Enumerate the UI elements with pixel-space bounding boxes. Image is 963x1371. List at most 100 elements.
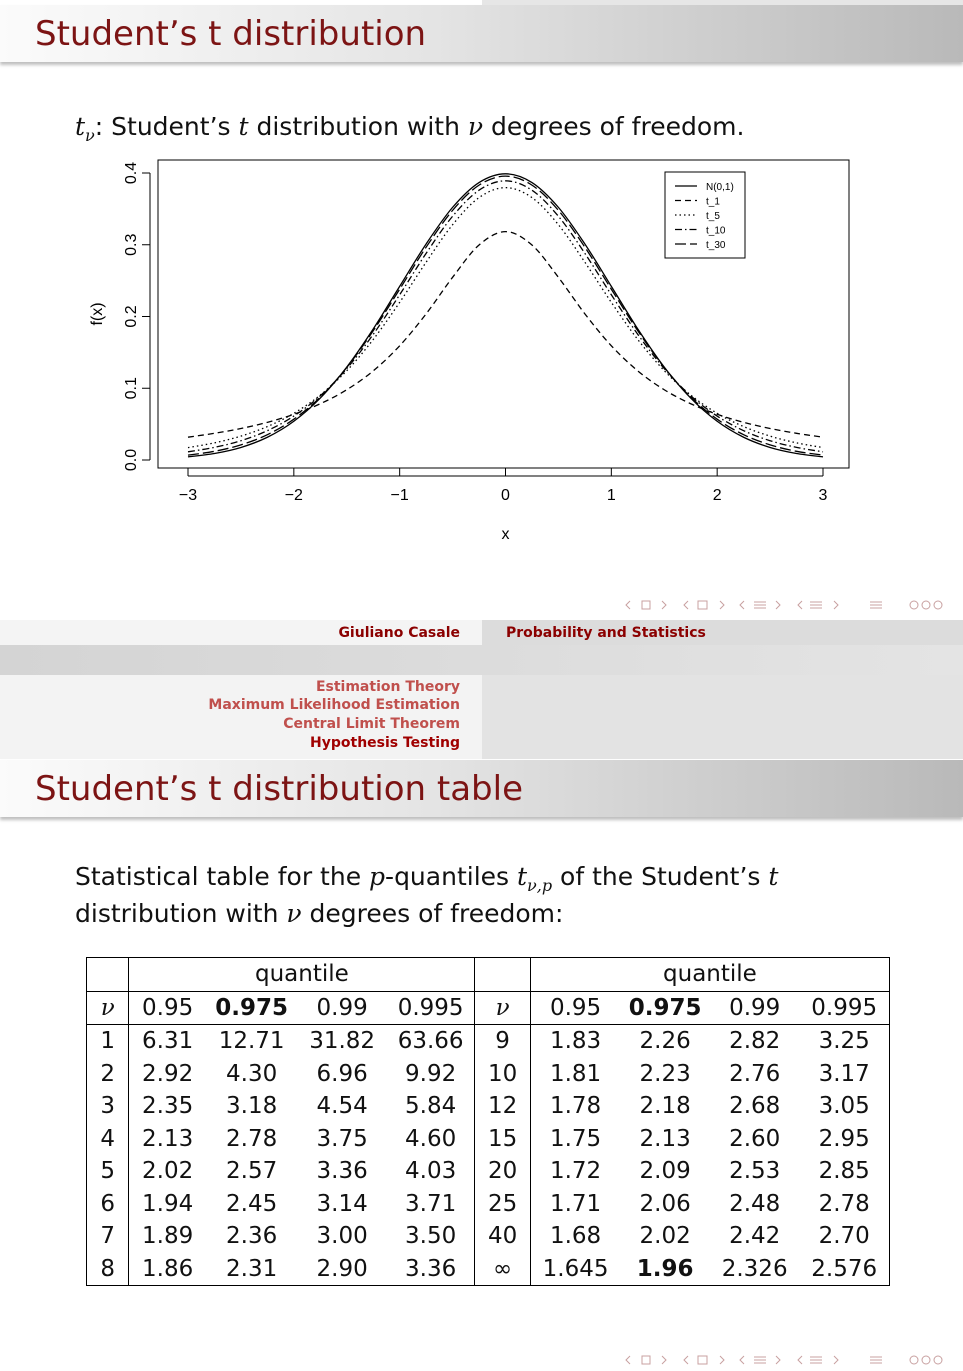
text: ν [286, 899, 302, 928]
cell: 1.81 [549, 1060, 602, 1087]
intro: tν: Student’s t distribution with ν degr… [75, 112, 744, 145]
section-nav [0, 675, 482, 759]
text: t [517, 862, 528, 891]
cell: 1.78 [549, 1093, 602, 1120]
row: 8 1.86 2.31 2.90 3.36 ∞ 1.645 1.96 2.326 2.576 [86, 1252, 890, 1286]
row: 3 2.35 3.18 4.54 5.84 12 1.78 2.18 2.68 3.05 [86, 1090, 890, 1123]
cell: 2.31 [226, 1255, 278, 1282]
curve [187, 230, 824, 438]
row: 5 2.02 2.57 3.36 4.03 20 1.72 2.09 2.53 2.85 [86, 1155, 890, 1188]
cell: 1.68 [549, 1223, 602, 1250]
y-tick-label: 0.4 [123, 162, 140, 184]
header-cell: 0.975 [628, 994, 702, 1021]
text: ν [85, 126, 95, 145]
cell: 8 [86, 1252, 130, 1286]
text: : Student’s [94, 112, 239, 141]
cell: 1.72 [549, 1158, 602, 1185]
cell: 2.45 [226, 1190, 278, 1217]
cell: 2.26 [639, 1028, 691, 1055]
cell: 12.71 [218, 1028, 285, 1055]
cell: 3.36 [316, 1158, 368, 1185]
cell: ∞ [474, 1252, 531, 1286]
cell: 2.36 [226, 1223, 278, 1250]
cell: 3.18 [226, 1093, 278, 1120]
text: t [75, 112, 86, 141]
y-tick-label: 0.3 [123, 234, 140, 256]
cell: 3.25 [818, 1028, 870, 1055]
cell: 1.86 [142, 1255, 194, 1282]
x-tick-label: 2 [713, 487, 722, 504]
cell: 2.02 [142, 1158, 194, 1185]
author: Giuliano Casale [338, 625, 460, 641]
cell: 2.85 [818, 1158, 870, 1185]
plot-box [157, 159, 850, 469]
cell: 2.78 [818, 1190, 870, 1217]
cell: 4.60 [386, 1122, 476, 1155]
x-tick-label: 0 [501, 487, 510, 504]
cell [474, 957, 531, 991]
section-item: Central Limit Theorem [283, 716, 460, 732]
section-item: Estimation Theory [315, 679, 460, 695]
curve [187, 180, 824, 453]
cell: 3.00 [316, 1223, 368, 1250]
cell: 2.70 [818, 1223, 870, 1250]
intro: distribution with ν degrees of freedom: [75, 899, 563, 928]
cell: 1.96 [636, 1255, 694, 1282]
cell: 2.82 [729, 1028, 781, 1055]
slide-title: Student’s t distribution [35, 14, 427, 54]
text: Statistical table for the [75, 862, 370, 891]
cell: 6.31 [142, 1028, 194, 1055]
cell: 6 [86, 1187, 130, 1220]
text: p [369, 862, 386, 891]
curve [187, 186, 824, 449]
cell: 2 [86, 1057, 130, 1090]
x-tick-label: −1 [391, 487, 409, 504]
header-cell: 0.995 [386, 991, 476, 1025]
cell: 6.96 [316, 1060, 368, 1087]
legend-label: t_5 [706, 211, 720, 222]
slide-title: Student’s t distribution table [35, 769, 523, 809]
t-table: quantile quantile ν 0.95 0.975 0.99 0.995 ν 0.95… [86, 957, 890, 1286]
cell: 2.326 [721, 1255, 788, 1282]
legend-label: t_10 [706, 226, 726, 237]
cell: 2.42 [729, 1223, 781, 1250]
cell: 2.92 [142, 1060, 194, 1087]
curve [187, 175, 824, 456]
section-item: Hypothesis Testing [310, 735, 460, 751]
cell: 2.78 [226, 1125, 278, 1152]
cell: 2.60 [729, 1125, 781, 1152]
group-header-row: quantile quantile [86, 957, 890, 991]
x-tick-label: −2 [285, 487, 303, 504]
cell: 2.90 [316, 1255, 368, 1282]
y-tick-label: 0.1 [123, 377, 140, 399]
cell: 1.71 [549, 1190, 602, 1217]
cell: 2.576 [811, 1255, 878, 1282]
cell: 3.75 [316, 1125, 368, 1152]
legend-label: t_30 [706, 240, 726, 251]
curve [187, 173, 824, 458]
group-header: quantile [663, 961, 757, 988]
section-nav-right [482, 675, 963, 759]
header-row: ν 0.95 0.975 0.99 0.995 ν 0.95 0.975 0.99 0.995 [86, 991, 890, 1025]
title-bar: Student’s t distribution [0, 5, 963, 62]
header-cell: ν [86, 991, 130, 1025]
cell: 2.57 [226, 1158, 278, 1185]
header-cell: 0.99 [729, 994, 781, 1021]
header-cell: ν [474, 991, 531, 1025]
text: ν,p [527, 876, 553, 895]
cell: 10 [474, 1057, 531, 1090]
cell: 2.06 [639, 1190, 691, 1217]
cell: 7 [86, 1220, 130, 1253]
text: t [238, 112, 249, 141]
row: 6 1.94 2.45 3.14 3.71 25 1.71 2.06 2.48 2.78 [86, 1187, 890, 1220]
intro: Statistical table for the p-quantiles tν… [75, 862, 778, 895]
y-tick-label: 0.0 [123, 449, 140, 471]
footer-left [0, 620, 482, 645]
row: 7 1.89 2.36 3.00 3.50 40 1.68 2.02 2.42 2.70 [86, 1220, 890, 1253]
row: 2 2.92 4.30 6.96 9.92 10 1.81 2.23 2.76 3.17 [86, 1057, 890, 1090]
x-tick-label: −3 [179, 487, 197, 504]
cell: 2.09 [639, 1158, 691, 1185]
cell: 25 [474, 1187, 531, 1220]
cell: 2.68 [729, 1093, 781, 1120]
